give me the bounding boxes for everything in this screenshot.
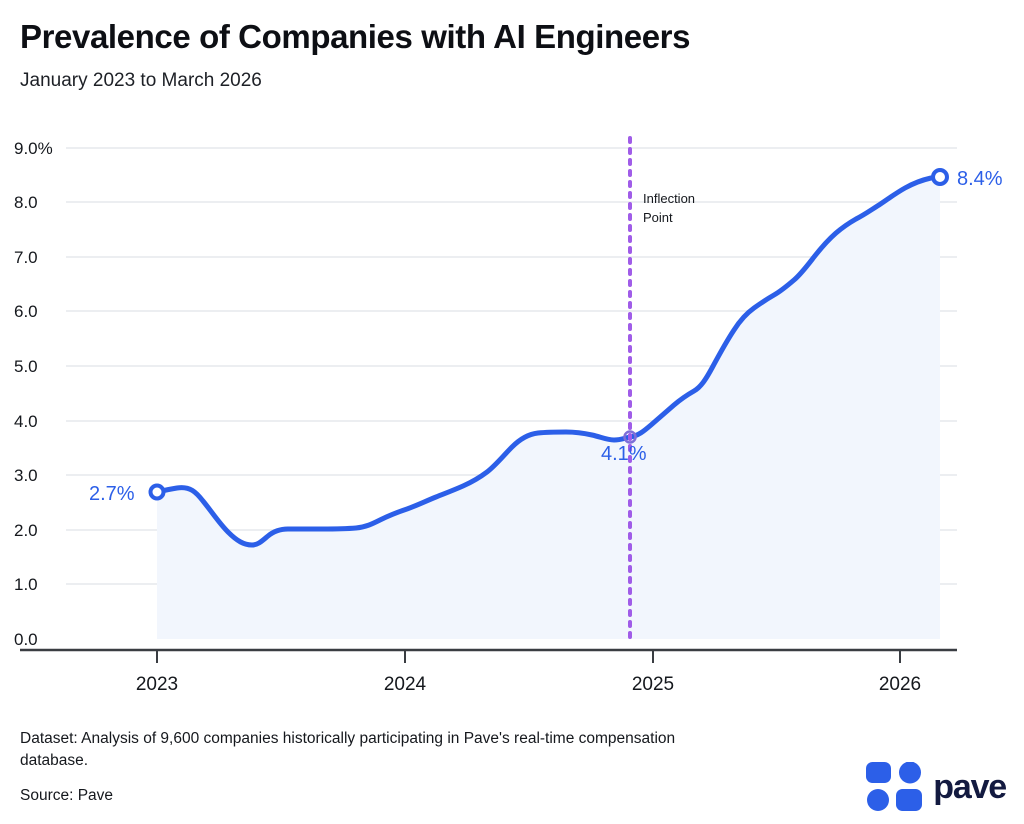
y-tick-label: 4.0 [14, 412, 38, 431]
page-title: Prevalence of Companies with AI Engineer… [20, 18, 691, 55]
x-tick-label: 2025 [632, 674, 674, 695]
source-note: Source: Pave [20, 786, 114, 804]
line-chart: 9.0% 8.0 7.0 6.0 5.0 4.0 3.0 2.0 1.0 0.0… [14, 136, 1003, 695]
pave-logo-mark-icon [866, 762, 923, 811]
inflection-value-label: 4.1% [601, 443, 647, 465]
start-value-label: 2.7% [89, 483, 135, 505]
y-tick-label: 1.0 [14, 575, 38, 594]
start-point-marker [148, 483, 166, 501]
y-axis-labels: 9.0% 8.0 7.0 6.0 5.0 4.0 3.0 2.0 1.0 0.0 [14, 139, 53, 649]
inflection-point-marker [623, 430, 637, 444]
end-point-marker [931, 168, 949, 186]
y-tick-label: 0.0 [14, 630, 38, 649]
chart-subtitle: January 2023 to March 2026 [20, 69, 262, 91]
x-tick-label: 2026 [879, 674, 921, 695]
chart-container: 9.0% 8.0 7.0 6.0 5.0 4.0 3.0 2.0 1.0 0.0… [0, 120, 1024, 700]
pave-logo-wordmark: pave [933, 768, 1007, 806]
y-tick-label: 8.0 [14, 193, 38, 212]
area-fill [157, 177, 940, 639]
chart-footer: Dataset: Analysis of 9,600 companies his… [20, 728, 840, 807]
y-tick-label: 9.0% [14, 139, 53, 158]
inflection-annotation-line1: Inflection [643, 191, 695, 206]
end-value-label: 8.4% [957, 168, 1003, 190]
dataset-note: Dataset: Analysis of 9,600 companies his… [20, 730, 676, 770]
x-tick-label: 2023 [136, 674, 178, 695]
x-axis-labels: 2023 2024 2025 2026 [136, 674, 921, 695]
y-tick-label: 2.0 [14, 521, 38, 540]
chart-header: Prevalence of Companies with AI Engineer… [20, 18, 1000, 93]
x-tick-label: 2024 [384, 674, 427, 695]
inflection-annotation-line2: Point [643, 210, 673, 225]
inflection-annotation: Inflection Point [643, 191, 695, 225]
data-line [154, 174, 943, 548]
y-tick-label: 7.0 [14, 248, 38, 267]
y-tick-label: 5.0 [14, 357, 38, 376]
y-tick-label: 6.0 [14, 302, 38, 321]
y-tick-label: 3.0 [14, 466, 38, 485]
pave-logo: pave [866, 762, 1007, 812]
x-axis-ticks [156, 650, 901, 663]
